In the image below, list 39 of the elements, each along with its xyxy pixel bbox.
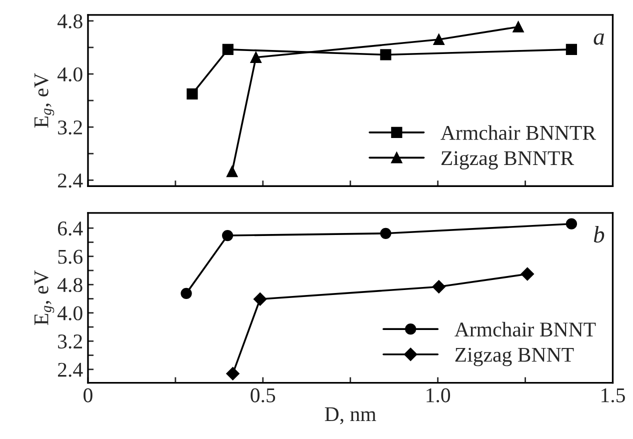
point [250,52,262,63]
point [380,228,392,239]
point [566,218,578,230]
x-tick-label: 1.5 [602,388,625,402]
point [566,44,578,55]
x-tick-label: 0 [84,388,92,402]
point [186,88,198,100]
x-tick-label: 1.0 [426,388,450,402]
y-tick-label: 4.8 [57,14,82,28]
point [512,21,524,32]
point [222,44,234,55]
y-tick-label: 4.8 [57,278,82,292]
legend-label: Zigzag BNNT [455,348,574,366]
point [432,280,446,294]
y-tick-label: 4.0 [57,306,82,320]
y-tick-label: 2.4 [58,362,83,377]
point [226,367,240,380]
y-axis-title: E$_{g}$, eV [34,73,54,128]
y-tick-label: 3.2 [58,334,82,349]
annotation: b [594,226,604,243]
legend-label: Armchair BNNT [454,322,596,337]
y-tick-label: 2.4 [58,174,83,188]
point [226,166,238,178]
y-axis-title: E$_{g}$, eV [34,270,54,325]
y-tick-label: 5.6 [58,250,83,264]
x-axis-title: D, nm [324,407,376,424]
point [433,34,444,46]
legend-label: Armchair BNNTR [440,125,596,140]
point [222,230,234,242]
x-tick-label: 0.5 [250,388,276,402]
legend-label: Zigzag BNNTR [441,151,574,170]
point [520,267,534,281]
point [380,49,392,60]
point [254,292,267,306]
y-tick-label: 6.4 [58,222,83,236]
point [180,288,192,299]
annotation: a [594,33,604,45]
y-tick-label: 3.2 [58,120,82,135]
y-tick-label: 4.0 [57,67,82,82]
